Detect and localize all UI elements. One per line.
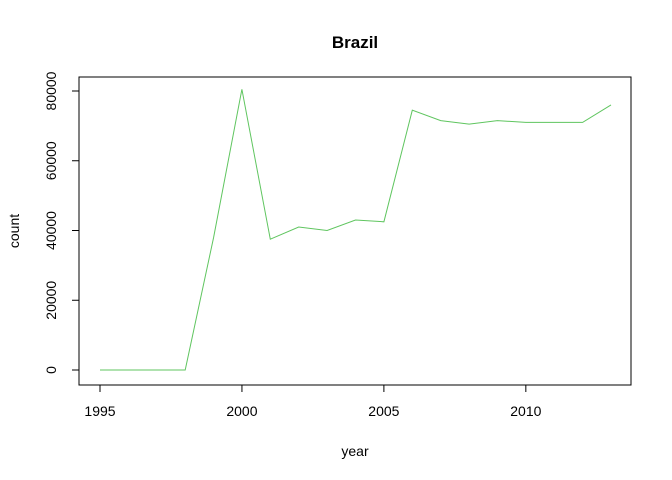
series-layer [100,89,612,371]
y-tick-label: 80000 [43,71,59,110]
chart-title: Brazil [332,33,378,52]
y-axis-label: count [6,214,22,248]
y-tick-label: 0 [43,366,59,374]
plot-area-border [78,76,632,386]
y-tick-label: 40000 [43,211,59,250]
x-tick-label: 2010 [510,403,541,419]
x-tick-label: 1995 [84,403,115,419]
x-tick-label: 2005 [368,403,399,419]
y-axis: 0 20000 40000 60000 80000 [43,71,80,374]
x-axis-label: year [341,443,369,459]
y-tick-label: 60000 [43,141,59,180]
series-line-0 [100,89,612,371]
x-tick-label: 2000 [226,403,257,419]
x-axis: 1995 2000 2005 2010 [84,384,542,419]
y-tick-label: 20000 [43,281,59,320]
